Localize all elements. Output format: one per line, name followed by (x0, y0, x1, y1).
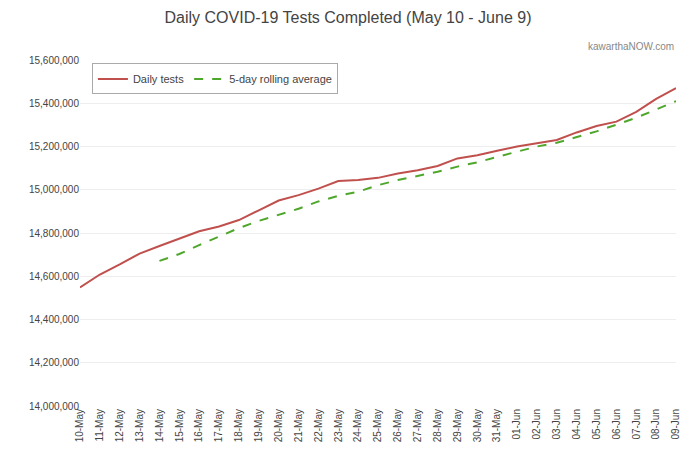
svg-text:14,600,000: 14,600,000 (29, 271, 79, 282)
svg-text:09-Jun: 09-Jun (670, 409, 681, 440)
svg-text:30-May: 30-May (472, 409, 483, 442)
svg-text:26-May: 26-May (392, 409, 403, 442)
svg-text:01-Jun: 01-Jun (511, 409, 522, 440)
svg-text:19-May: 19-May (253, 409, 264, 442)
svg-text:13-May: 13-May (134, 409, 145, 442)
svg-text:03-Jun: 03-Jun (551, 409, 562, 440)
svg-text:05-Jun: 05-Jun (591, 409, 602, 440)
svg-text:18-May: 18-May (233, 409, 244, 442)
svg-text:Daily tests: Daily tests (133, 73, 184, 85)
svg-text:15,200,000: 15,200,000 (29, 141, 79, 152)
svg-text:08-Jun: 08-Jun (650, 409, 661, 440)
svg-text:20-May: 20-May (273, 409, 284, 442)
svg-text:Daily COVID-19 Tests Completed: Daily COVID-19 Tests Completed (May 10 -… (165, 9, 532, 26)
svg-text:02-Jun: 02-Jun (531, 409, 542, 440)
svg-text:14-May: 14-May (154, 409, 165, 442)
svg-text:06-Jun: 06-Jun (611, 409, 622, 440)
svg-text:04-Jun: 04-Jun (571, 409, 582, 440)
svg-text:kawarthaNOW.com: kawarthaNOW.com (588, 41, 674, 52)
svg-text:16-May: 16-May (193, 409, 204, 442)
svg-text:12-May: 12-May (114, 409, 125, 442)
svg-text:11-May: 11-May (94, 409, 105, 442)
svg-text:5-day rolling average: 5-day rolling average (229, 73, 332, 85)
svg-text:14,200,000: 14,200,000 (29, 357, 79, 368)
svg-text:29-May: 29-May (452, 409, 463, 442)
svg-text:21-May: 21-May (293, 409, 304, 442)
svg-text:07-Jun: 07-Jun (631, 409, 642, 440)
svg-text:14,400,000: 14,400,000 (29, 314, 79, 325)
svg-text:14,000,000: 14,000,000 (29, 401, 79, 412)
svg-text:15-May: 15-May (174, 409, 185, 442)
svg-text:15,600,000: 15,600,000 (29, 55, 79, 66)
svg-text:17-May: 17-May (213, 409, 224, 442)
svg-text:23-May: 23-May (333, 409, 344, 442)
svg-text:28-May: 28-May (432, 409, 443, 442)
svg-text:24-May: 24-May (352, 409, 363, 442)
svg-text:31-May: 31-May (491, 409, 502, 442)
svg-text:15,000,000: 15,000,000 (29, 184, 79, 195)
svg-text:14,800,000: 14,800,000 (29, 228, 79, 239)
svg-text:10-May: 10-May (74, 409, 85, 442)
svg-text:22-May: 22-May (313, 409, 324, 442)
svg-text:27-May: 27-May (412, 409, 423, 442)
svg-text:25-May: 25-May (372, 409, 383, 442)
svg-text:15,400,000: 15,400,000 (29, 98, 79, 109)
